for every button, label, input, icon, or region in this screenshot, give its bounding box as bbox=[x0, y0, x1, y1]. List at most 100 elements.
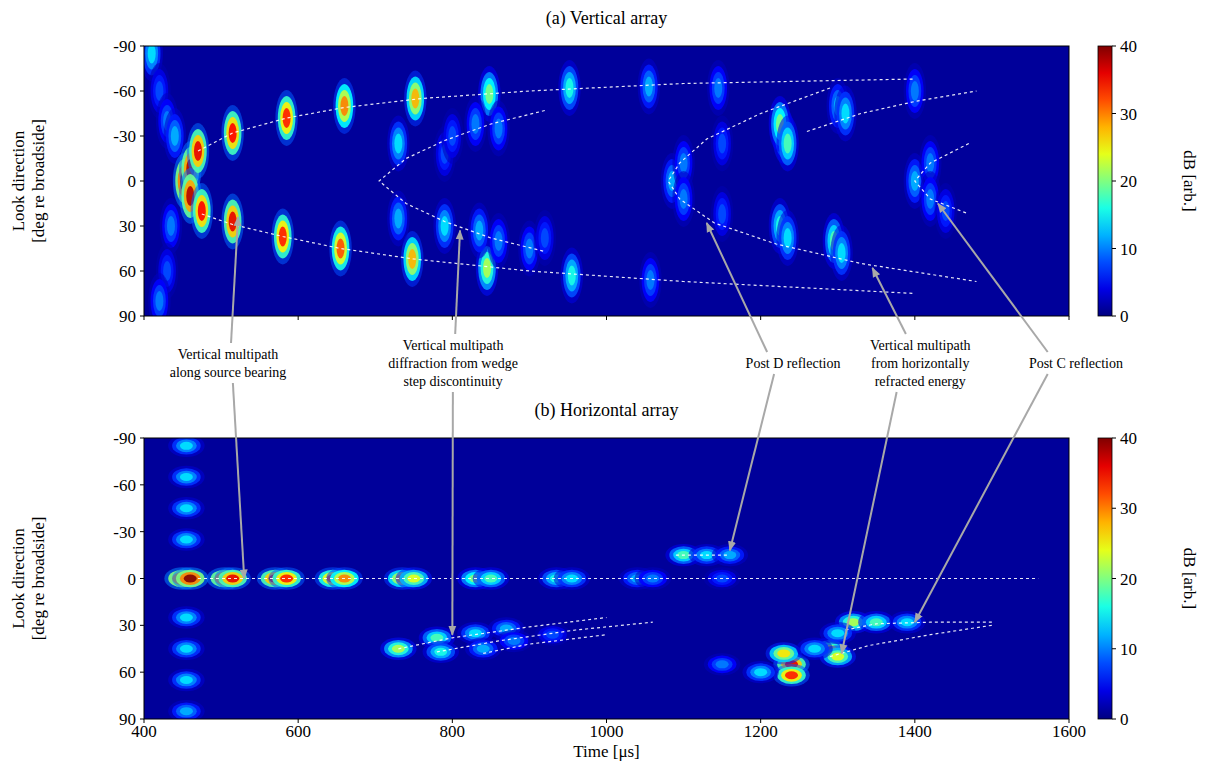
heat-spot-layer bbox=[680, 189, 688, 209]
heat-spot-layer bbox=[394, 134, 402, 154]
heat-spot-layer bbox=[635, 567, 671, 589]
heat-spot-layer bbox=[172, 567, 208, 589]
heat-spot-layer bbox=[433, 198, 455, 254]
heat-spot-layer bbox=[180, 504, 193, 512]
guide-curve bbox=[202, 214, 915, 294]
heat-spot-layer bbox=[675, 177, 693, 221]
colorbar-tick-label: 30 bbox=[1120, 105, 1137, 124]
heat-spot-layer bbox=[565, 260, 578, 292]
y-tick-label: 90 bbox=[119, 307, 136, 326]
heat-spot-layer bbox=[469, 629, 482, 637]
y-tick bbox=[140, 136, 144, 137]
heat-spot bbox=[776, 210, 798, 266]
colorbar-title: dB [arb.] bbox=[1180, 548, 1199, 609]
x-tick bbox=[606, 316, 607, 320]
colorbar-tick-label: 0 bbox=[1120, 307, 1129, 326]
guide-curve bbox=[846, 622, 992, 630]
heat-spot-layer bbox=[387, 116, 409, 172]
heat-spot-layer bbox=[180, 473, 193, 481]
annotation-arrow bbox=[872, 268, 905, 334]
heat-spot-layer bbox=[148, 46, 156, 64]
colorbar bbox=[1098, 46, 1112, 316]
colorbar-tick bbox=[1112, 181, 1116, 182]
heat-spot-layer bbox=[180, 707, 193, 715]
heat-spot-layer bbox=[407, 77, 425, 121]
heat-spot-layer bbox=[191, 183, 213, 239]
heat-spot-layer bbox=[390, 122, 408, 166]
y-tick bbox=[140, 531, 144, 532]
y-tick bbox=[140, 271, 144, 272]
heat-spot-layer bbox=[224, 200, 242, 244]
heat-spot-layer bbox=[404, 71, 426, 127]
heat-spot bbox=[168, 466, 204, 488]
y-tick-label: 30 bbox=[119, 217, 136, 236]
heat-spot-layer bbox=[804, 642, 825, 655]
heat-spot-layer bbox=[392, 128, 405, 160]
guide-curve bbox=[915, 144, 969, 215]
heat-spot bbox=[711, 116, 733, 172]
heat-spot bbox=[441, 108, 463, 164]
heat-spot-layer bbox=[487, 101, 509, 157]
heat-spot-layer bbox=[172, 499, 201, 517]
heat-spot-layer bbox=[785, 671, 798, 679]
heat-spot bbox=[387, 191, 409, 247]
heat-spot-layer bbox=[171, 126, 179, 146]
heat-spot bbox=[638, 59, 660, 115]
y-tick bbox=[140, 578, 144, 579]
guide-curve bbox=[807, 91, 977, 132]
heat-spot-layer bbox=[781, 128, 794, 160]
heat-spot-layer bbox=[176, 439, 197, 452]
colorbar-tick-label: 10 bbox=[1120, 240, 1137, 259]
heat-spot-layer bbox=[155, 291, 163, 311]
colorbar-tick-label: 30 bbox=[1120, 499, 1137, 518]
heat-spot-layer bbox=[644, 264, 657, 296]
heat-spot-layer bbox=[278, 96, 296, 140]
heat-spot-layer bbox=[834, 86, 856, 142]
heat-spot-layer bbox=[153, 285, 166, 316]
heat-spot-layer bbox=[172, 438, 201, 455]
heat-spot bbox=[820, 622, 856, 644]
heat-spot-layer bbox=[711, 116, 733, 172]
heat-spot-layer bbox=[800, 640, 829, 658]
heat-spot-layer bbox=[464, 96, 486, 152]
heat-spot-layer bbox=[229, 212, 237, 232]
heat-spot bbox=[773, 108, 795, 164]
heat-spot-layer bbox=[704, 653, 740, 675]
y-tick bbox=[140, 46, 144, 47]
x-tick-label: 600 bbox=[285, 722, 311, 741]
heat-spot bbox=[487, 213, 509, 269]
heat-spot bbox=[168, 700, 204, 719]
colorbar-title: dB [arb.] bbox=[1180, 150, 1199, 211]
annotation-arrow bbox=[231, 217, 238, 343]
heat-spot-layer bbox=[441, 216, 449, 236]
heat-spot-layer bbox=[908, 75, 921, 107]
heat-spot-layer bbox=[862, 613, 891, 631]
heat-spot-layer bbox=[777, 649, 790, 657]
heat-spot-layer bbox=[168, 669, 204, 691]
guide-curve bbox=[198, 79, 915, 151]
heat-spot-layer bbox=[839, 98, 852, 130]
heat-spot-layer bbox=[642, 258, 660, 302]
heat-spot-layer bbox=[713, 192, 731, 236]
y-axis-title: [deg re broadside] bbox=[29, 517, 48, 641]
heat-spot-layer bbox=[162, 204, 180, 248]
heat-spot-layer bbox=[714, 78, 722, 98]
annotation-text: Vertical multipath bbox=[870, 338, 971, 353]
heat-spot-layer bbox=[492, 225, 505, 257]
heat-spot bbox=[464, 96, 486, 152]
heat-spot-layer bbox=[776, 116, 798, 172]
heat-spot bbox=[704, 653, 740, 675]
heat-spot-layer bbox=[214, 567, 250, 589]
heat-spot-layer bbox=[275, 90, 297, 146]
heat-spot-layer bbox=[754, 668, 767, 676]
heat-spot-layer bbox=[180, 572, 201, 585]
colorbar-tick-label: 10 bbox=[1120, 640, 1137, 659]
heat-spot bbox=[333, 78, 355, 134]
heat-spot-layer bbox=[563, 254, 581, 298]
heat-spot-layer bbox=[541, 228, 549, 248]
annotation-text: Vertical multipath bbox=[403, 338, 504, 353]
heat-spot bbox=[168, 606, 204, 628]
heat-spot-layer bbox=[477, 645, 490, 653]
y-tick-label: -90 bbox=[113, 429, 136, 448]
heat-spot bbox=[934, 183, 956, 239]
